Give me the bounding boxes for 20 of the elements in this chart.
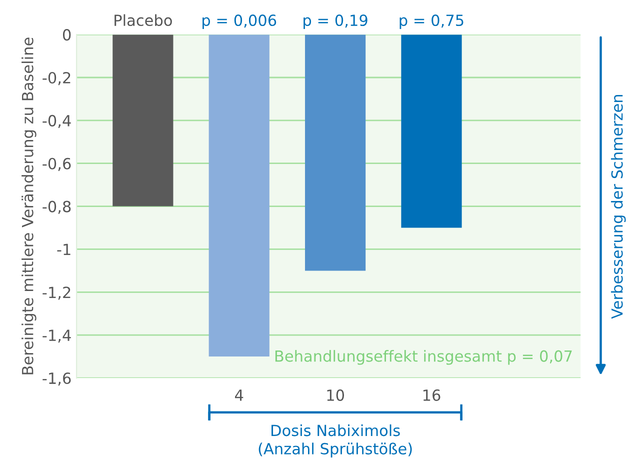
text: Verbesserung der Schmerzen bbox=[610, 94, 626, 319]
annotation: p = 0,006 bbox=[202, 14, 276, 30]
x-tick-label: 10 bbox=[327, 389, 344, 401]
y-axis-title: Bereinigte mittlere Veränderung zu Baseline bbox=[22, 38, 36, 374]
y-tick-label: -0,2 bbox=[42, 72, 70, 86]
y-tick-label: -1,6 bbox=[42, 372, 71, 386]
x-axis-title: Dosis Nabiximols (Anzahl Sprühstöße) bbox=[258, 424, 412, 458]
x-tick-label: 4 bbox=[235, 390, 244, 401]
y-tick-label: -1,2 bbox=[42, 286, 70, 300]
y-tick-label: -0,4 bbox=[42, 114, 71, 128]
annotation: Behandlungseffekt insgesamt p = 0,07 bbox=[275, 350, 572, 365]
annotation: Placebo bbox=[114, 14, 172, 26]
y-tick-label: 0 bbox=[62, 29, 71, 41]
annotation: p = 0,75 bbox=[400, 14, 464, 30]
y-tick-label: -0,8 bbox=[42, 200, 71, 214]
y-tick-label: -1 bbox=[57, 244, 70, 256]
x-tick-label: 16 bbox=[423, 389, 440, 401]
y-tick-label: -0,6 bbox=[42, 158, 71, 171]
y-tick-label: -1,4 bbox=[42, 330, 71, 343]
annotation: p = 0,19 bbox=[304, 14, 368, 30]
